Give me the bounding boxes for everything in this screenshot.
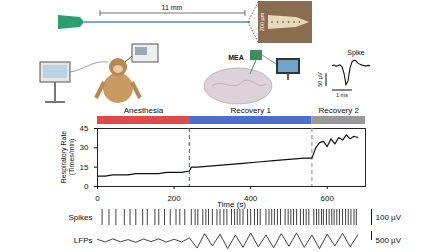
svg-text:200: 200: [167, 194, 181, 203]
svg-text:Spikes: Spikes: [68, 213, 92, 222]
svg-text:600: 600: [321, 194, 335, 203]
html-text:Respiratory Rate (Times/min): Respiratory Rate (Times/min): [60, 130, 75, 184]
svg-text:50 µV: 50 µV: [317, 72, 323, 87]
svg-text:11 mm: 11 mm: [162, 4, 183, 11]
svg-text:45: 45: [80, 124, 89, 133]
svg-text:MEA: MEA: [228, 54, 244, 61]
svg-text:LFPs: LFPs: [74, 236, 93, 245]
svg-text:400: 400: [244, 194, 258, 203]
svg-text:0: 0: [84, 182, 89, 191]
svg-text:100 µV: 100 µV: [376, 213, 402, 222]
svg-text:Anesthesia: Anesthesia: [124, 106, 164, 115]
svg-text:200 µm: 200 µm: [259, 12, 265, 31]
svg-text:30: 30: [80, 143, 89, 152]
svg-text:15: 15: [80, 163, 89, 172]
svg-text:0: 0: [95, 194, 100, 203]
svg-text:1 ms: 1 ms: [336, 92, 348, 98]
svg-text:Spike: Spike: [347, 49, 365, 57]
svg-text:Recovery 2: Recovery 2: [318, 106, 359, 115]
svg-text:Time (s): Time (s): [217, 200, 246, 209]
svg-text:Recovery 1: Recovery 1: [230, 106, 271, 115]
svg-text:500 µV: 500 µV: [376, 236, 402, 245]
